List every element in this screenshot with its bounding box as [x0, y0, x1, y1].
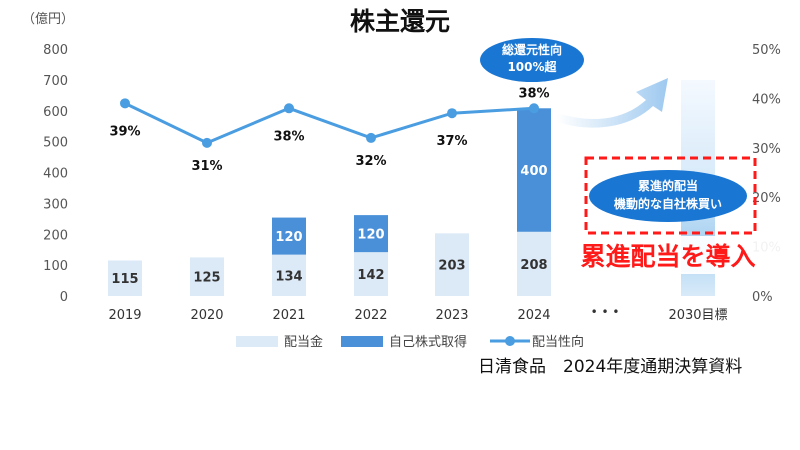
x-axis-tick-label: 2022: [354, 308, 387, 323]
payout-ratio-point: [120, 98, 130, 109]
dividend-bar: [435, 233, 469, 296]
left-axis-tick-label: 800: [43, 43, 68, 58]
growth-arrow-shape: [557, 78, 668, 128]
left-axis-tick-label: 400: [43, 167, 68, 182]
dividend-bar-label: 125: [193, 271, 220, 286]
legend-label-dividend: 配当金: [284, 334, 323, 350]
legend: 配当金 自己株式取得 配当性向: [236, 334, 584, 350]
total-return-callout-line1: 総還元性向: [502, 42, 562, 57]
dividend-bar: [190, 257, 224, 296]
payout-ratio-line: 39% 31% 38% 32% 37% 38%: [109, 86, 549, 174]
legend-swatch-dividend: [236, 336, 278, 347]
chart-title: 株主還元: [350, 7, 450, 36]
policy-callout-line1: 累進的配当: [638, 178, 698, 193]
x-axis-tick-label: 2030目標: [668, 308, 727, 323]
right-axis-tick-label: 50%: [752, 43, 781, 58]
left-axis-unit: （億円）: [22, 11, 74, 27]
dividend-bar: [354, 252, 388, 296]
policy-callout-shape: [589, 170, 747, 222]
growth-arrow: [557, 78, 668, 128]
dividend-bar: [272, 254, 306, 296]
dividend-bars: 115 125 134 142 203 208: [108, 231, 551, 296]
payout-ratio-point: [529, 103, 539, 114]
x-axis-tick-label: 2023: [435, 308, 468, 323]
x-axis-ticks: 2019 2020 2021 2022 2023 2024 2030目標: [108, 308, 727, 323]
left-axis-tick-label: 500: [43, 136, 68, 151]
left-axis-tick-label: 300: [43, 197, 68, 212]
x-axis-tick-label: 2020: [190, 308, 223, 323]
payout-ratio-point: [202, 137, 212, 148]
left-axis-tick-label: 200: [43, 228, 68, 243]
total-return-callout-shape: [480, 38, 584, 82]
x-axis-tick-label: 2019: [108, 308, 141, 323]
left-axis-tick-label: 600: [43, 105, 68, 120]
source-note: 日清食品 2024年度通期決算資料: [478, 357, 742, 377]
buyback-bar-label: 120: [357, 228, 384, 243]
payout-ratio-point: [284, 103, 294, 114]
buyback-bar: [272, 217, 306, 255]
payout-ratio-label: 32%: [355, 154, 386, 169]
buyback-bars: 120 120 400: [272, 108, 551, 255]
payout-ratio-point: [447, 108, 457, 119]
payout-ratio-polyline: [124, 101, 535, 145]
left-axis-ticks: 0 100 200 300 400 500 600 700 800: [43, 43, 68, 305]
payout-ratio-point: [366, 132, 376, 143]
dividend-bar-label: 134: [275, 269, 302, 284]
right-axis-tick-label: 0%: [752, 290, 773, 305]
policy-callout: 累進的配当 機動的な自社株買い: [589, 170, 747, 222]
policy-callout-line2: 機動的な自社株買い: [614, 196, 722, 211]
total-return-callout-line2: 100%超: [507, 59, 557, 74]
buyback-bar-label: 120: [275, 230, 302, 245]
payout-ratio-label: 38%: [518, 86, 549, 101]
legend-swatch-buyback: [341, 336, 383, 347]
left-axis-tick-label: 700: [43, 74, 68, 89]
buyback-bar: [517, 108, 551, 232]
payout-ratio-label: 38%: [273, 129, 304, 144]
payout-ratio-label: 37%: [436, 134, 467, 149]
right-axis-tick-label: 30%: [752, 142, 781, 157]
payout-ratio-label: 31%: [191, 159, 222, 174]
x-axis-tick-label: 2021: [272, 308, 305, 323]
dividend-bar-label: 115: [111, 272, 138, 287]
dividend-bar-label: 203: [438, 259, 465, 274]
continuation-dots: • • •: [591, 305, 620, 319]
right-axis-tick-label: 40%: [752, 92, 781, 107]
dividend-bar-label: 208: [520, 258, 547, 273]
left-axis-tick-label: 100: [43, 259, 68, 274]
highlight-dashed-box: [584, 156, 757, 235]
legend-label-buyback: 自己株式取得: [389, 334, 467, 350]
progressive-dividend-label: 累進配当を導入: [580, 242, 755, 271]
buyback-bar-label: 400: [520, 164, 547, 179]
dividend-bar: [517, 231, 551, 296]
left-axis-tick-label: 0: [60, 290, 68, 305]
x-axis-tick-label: 2024: [517, 308, 550, 323]
buyback-bar: [354, 215, 388, 253]
payout-ratio-label: 39%: [109, 124, 140, 139]
legend-label-payout: 配当性向: [532, 334, 584, 350]
highlight-text-backdrop: [556, 236, 786, 274]
right-axis-tick-label: 20%: [752, 191, 781, 206]
dividend-bar-label: 142: [357, 268, 384, 283]
legend-marker-payout: [505, 336, 515, 346]
dividend-bar: [108, 260, 142, 296]
total-return-callout: 総還元性向 100%超: [480, 38, 584, 82]
